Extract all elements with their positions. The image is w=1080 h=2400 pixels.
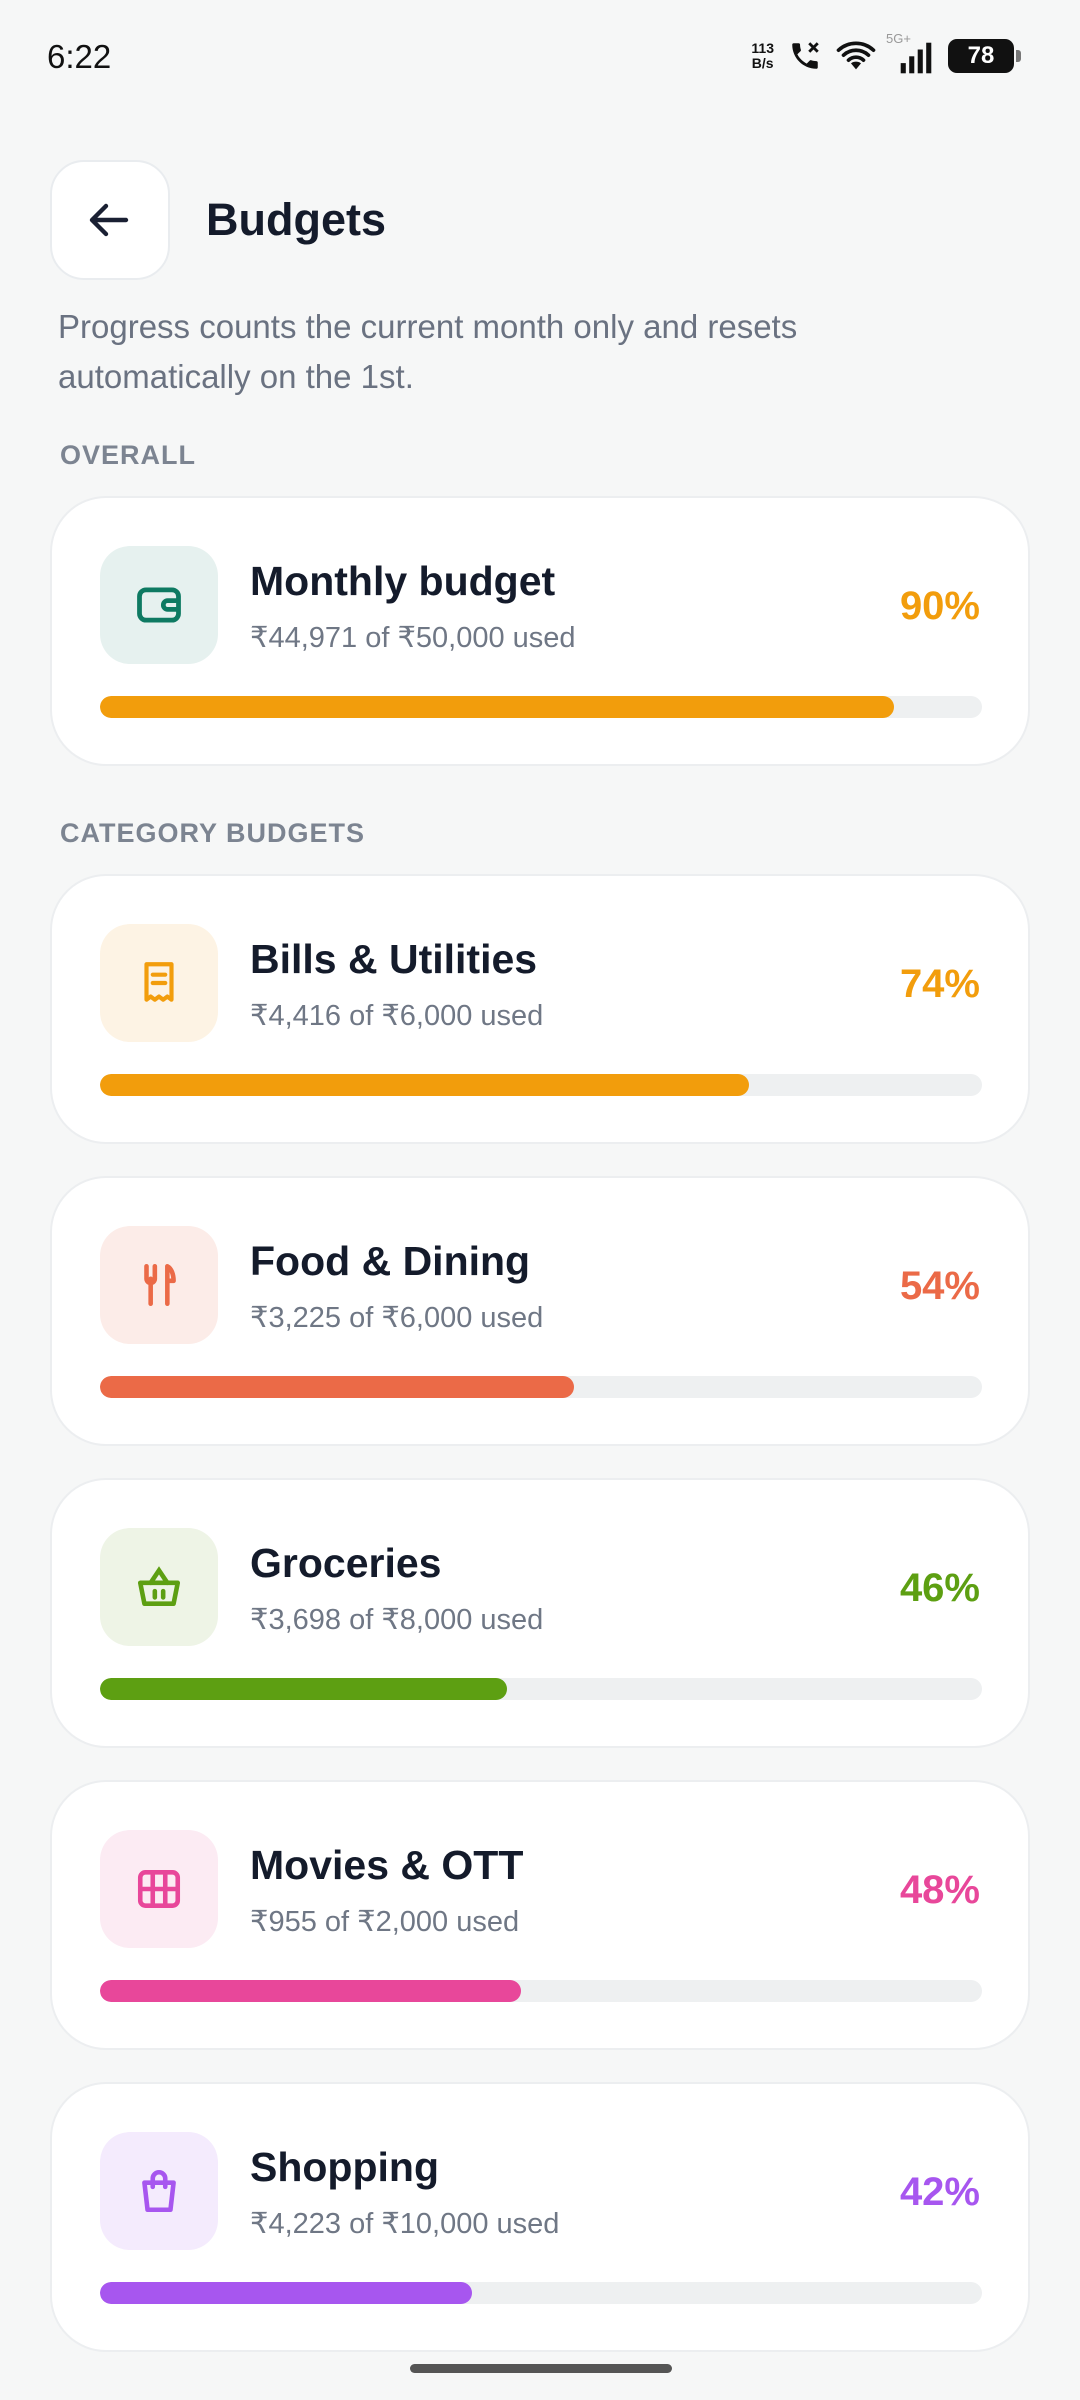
network-speed-unit: B/s <box>751 55 774 71</box>
card-icon-container <box>100 1528 218 1646</box>
category-name: Shopping <box>250 2144 440 2190</box>
category-name: Food & Dining <box>250 1238 531 1284</box>
card-icon-container <box>100 2132 218 2250</box>
budget-usage: ₹44,971 of ₹50,000 used <box>250 622 576 654</box>
progress-fill <box>100 1376 575 1398</box>
progress-track <box>100 1980 982 2002</box>
shopping-bag-icon <box>142 2169 176 2213</box>
category-name: Groceries <box>250 1540 442 1586</box>
basket-icon <box>137 1566 181 1606</box>
budget-percent: 90% <box>899 584 980 628</box>
card-icon-container <box>100 1830 218 1948</box>
progress-track <box>100 1376 982 1398</box>
network-speed-value: 113 <box>751 40 774 56</box>
utensils-icon <box>144 1263 176 1307</box>
category-percent: 42% <box>899 2170 980 2214</box>
wifi-icon <box>836 41 876 70</box>
arrow-left-icon <box>89 203 129 237</box>
progress-track <box>100 2282 982 2304</box>
category-usage: ₹3,698 of ₹8,000 used <box>250 1604 544 1636</box>
status-icons: 113 B/s 5G+ 78 <box>751 31 1021 78</box>
category-card-bills-utilities[interactable]: Bills & Utilities ₹4,416 of ₹6,000 used … <box>50 874 1030 1144</box>
progress-track <box>100 1074 982 1096</box>
category-percent: 46% <box>899 1566 980 1610</box>
home-indicator[interactable] <box>410 2364 672 2373</box>
progress-fill <box>100 1678 508 1700</box>
category-usage: ₹4,416 of ₹6,000 used <box>250 1000 544 1032</box>
film-icon <box>137 1870 181 1908</box>
progress-fill <box>100 696 894 718</box>
card-icon-container <box>100 546 218 664</box>
receipt-icon <box>144 962 174 1002</box>
category-name: Movies & OTT <box>250 1842 524 1888</box>
section-label-overall: OVERALL <box>60 440 197 470</box>
category-name: Bills & Utilities <box>250 936 538 982</box>
monthly-budget-card[interactable]: Monthly budget ₹44,971 of ₹50,000 used 9… <box>50 496 1030 766</box>
progress-track <box>100 1678 982 1700</box>
wallet-icon <box>137 587 181 623</box>
page-description: Progress counts the current month only a… <box>58 308 798 395</box>
card-icon-container <box>100 1226 218 1344</box>
signal-icon <box>900 42 932 74</box>
category-percent: 48% <box>899 1868 980 1912</box>
budget-name: Monthly budget <box>250 558 556 604</box>
network-speed: 113 B/s <box>751 41 774 71</box>
status-bar: 6:22 113 B/s 5G+ 78 <box>0 0 1080 112</box>
category-card-shopping[interactable]: Shopping ₹4,223 of ₹10,000 used 42% <box>50 2082 1030 2352</box>
category-usage: ₹4,223 of ₹10,000 used <box>250 2208 560 2240</box>
header: Budgets <box>50 160 386 280</box>
progress-fill <box>100 1074 750 1096</box>
category-usage: ₹955 of ₹2,000 used <box>250 1906 520 1938</box>
section-label-categories: CATEGORY BUDGETS <box>60 818 366 848</box>
category-usage: ₹3,225 of ₹6,000 used <box>250 1302 544 1334</box>
network-type: 5G+ <box>886 31 911 46</box>
category-card-movies-ott[interactable]: Movies & OTT ₹955 of ₹2,000 used 48% <box>50 1780 1030 2050</box>
battery-indicator: 78 <box>948 39 1021 73</box>
category-card-groceries[interactable]: Groceries ₹3,698 of ₹8,000 used 46% <box>50 1478 1030 1748</box>
signal-indicator: 5G+ <box>886 31 934 75</box>
back-button[interactable] <box>50 160 170 280</box>
progress-fill <box>100 2282 473 2304</box>
page-title: Budgets <box>206 194 386 245</box>
progress-track <box>100 696 982 718</box>
category-percent: 74% <box>899 962 980 1006</box>
call-icon <box>792 42 819 69</box>
category-percent: 54% <box>899 1264 980 1308</box>
status-time: 6:22 <box>47 38 112 75</box>
category-card-food-dining[interactable]: Food & Dining ₹3,225 of ₹6,000 used 54% <box>50 1176 1030 1446</box>
progress-fill <box>100 1980 522 2002</box>
card-icon-container <box>100 924 218 1042</box>
